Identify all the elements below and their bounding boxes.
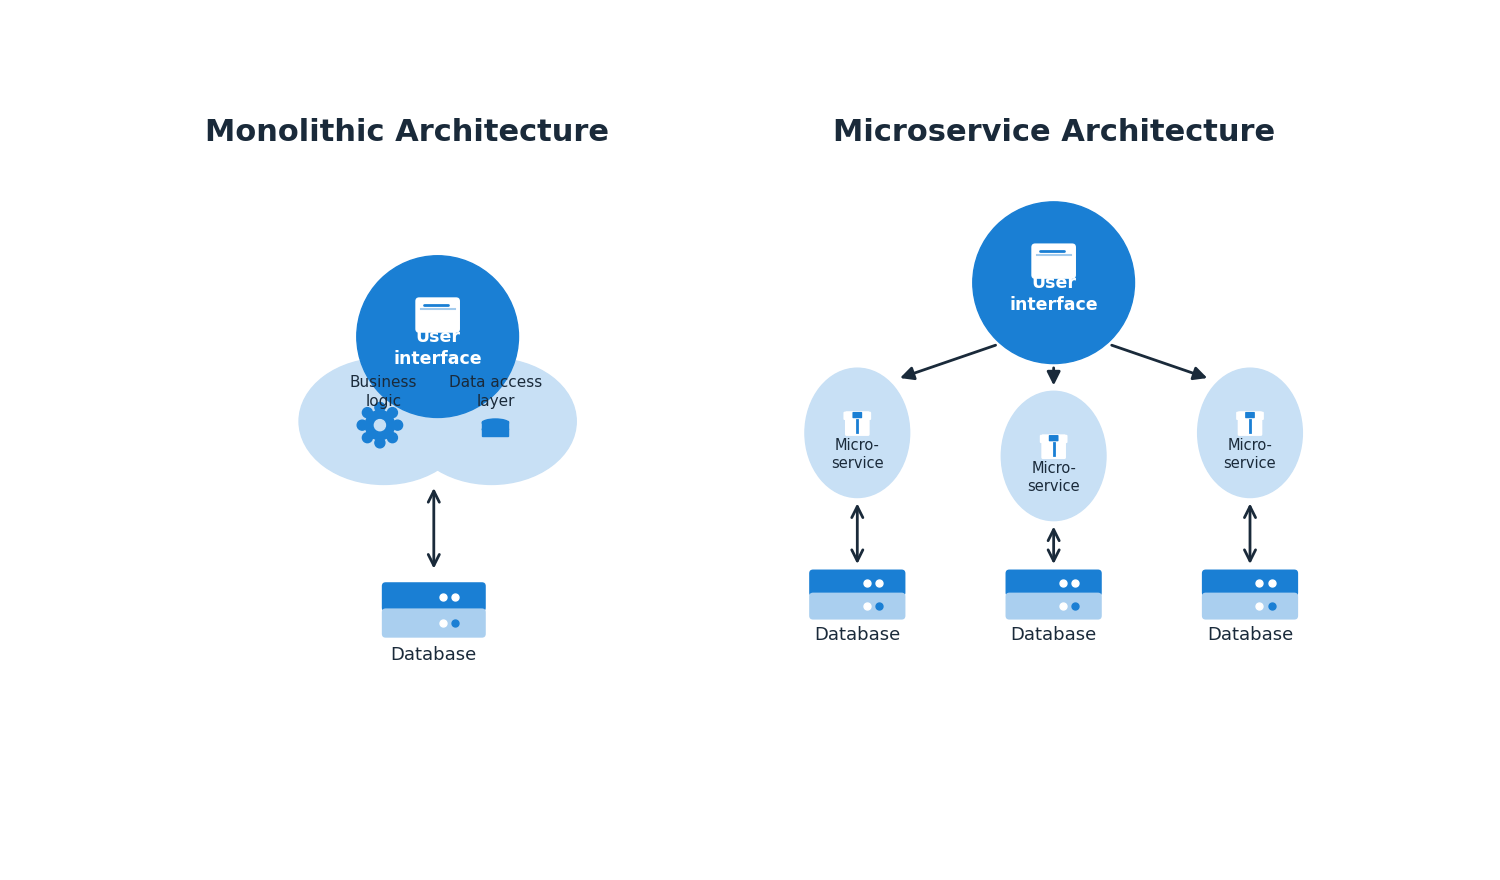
Circle shape: [363, 407, 372, 418]
Ellipse shape: [806, 368, 909, 497]
Ellipse shape: [1002, 392, 1106, 521]
Circle shape: [393, 420, 402, 430]
Circle shape: [363, 433, 372, 443]
Circle shape: [357, 420, 368, 430]
Ellipse shape: [406, 358, 576, 484]
Text: Monolithic Architecture: Monolithic Architecture: [206, 118, 609, 147]
FancyBboxPatch shape: [1040, 435, 1068, 444]
Circle shape: [974, 202, 1134, 363]
FancyBboxPatch shape: [1035, 246, 1072, 256]
Text: Database: Database: [1208, 627, 1293, 644]
Text: User
interface: User interface: [1010, 275, 1098, 314]
Text: Micro-
service: Micro- service: [1224, 438, 1276, 471]
FancyBboxPatch shape: [1238, 411, 1263, 436]
FancyBboxPatch shape: [808, 569, 906, 597]
FancyBboxPatch shape: [1048, 435, 1059, 441]
Text: Micro-
service: Micro- service: [831, 438, 884, 471]
Text: Micro-
service: Micro- service: [1028, 461, 1080, 494]
Text: Database: Database: [815, 627, 900, 644]
Circle shape: [375, 420, 386, 430]
FancyBboxPatch shape: [416, 297, 460, 333]
Circle shape: [375, 402, 386, 413]
FancyBboxPatch shape: [843, 412, 872, 420]
FancyBboxPatch shape: [1236, 412, 1264, 420]
Text: Database: Database: [390, 646, 477, 664]
Ellipse shape: [1197, 368, 1302, 497]
FancyBboxPatch shape: [844, 411, 870, 436]
FancyBboxPatch shape: [419, 300, 458, 310]
FancyBboxPatch shape: [1005, 569, 1102, 597]
Text: Microservice Architecture: Microservice Architecture: [833, 118, 1275, 147]
Ellipse shape: [483, 432, 508, 440]
Polygon shape: [483, 421, 508, 436]
FancyBboxPatch shape: [382, 583, 486, 612]
Circle shape: [387, 433, 398, 443]
FancyBboxPatch shape: [1032, 244, 1076, 279]
FancyBboxPatch shape: [808, 592, 906, 620]
Text: Data access
layer: Data access layer: [448, 375, 542, 409]
Text: Database: Database: [1011, 627, 1096, 644]
Circle shape: [357, 256, 519, 417]
FancyBboxPatch shape: [1245, 412, 1256, 418]
FancyBboxPatch shape: [1005, 592, 1102, 620]
FancyBboxPatch shape: [1041, 435, 1066, 459]
Circle shape: [375, 438, 386, 448]
Ellipse shape: [483, 426, 508, 433]
Ellipse shape: [298, 358, 468, 484]
FancyBboxPatch shape: [382, 608, 486, 638]
Text: User
interface: User interface: [393, 328, 482, 368]
FancyBboxPatch shape: [1202, 592, 1298, 620]
Ellipse shape: [483, 419, 508, 427]
FancyBboxPatch shape: [1202, 569, 1298, 597]
Text: Business
logic: Business logic: [350, 375, 417, 409]
FancyBboxPatch shape: [852, 412, 862, 418]
Circle shape: [387, 407, 398, 418]
Circle shape: [366, 410, 394, 440]
